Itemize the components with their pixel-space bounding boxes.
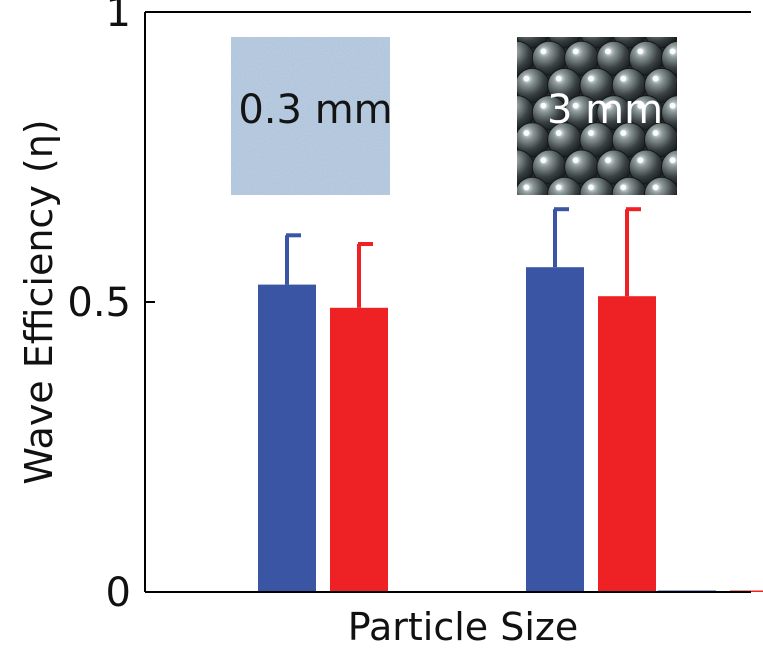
- bead-highlight: [588, 21, 594, 27]
- bead-highlight: [556, 21, 562, 27]
- bar: [598, 296, 656, 592]
- bead: [517, 176, 550, 195]
- bead-highlight: [491, 130, 497, 136]
- bead-highlight: [508, 103, 514, 109]
- bead: [676, 134, 677, 145]
- bead-highlight: [620, 184, 627, 191]
- bead-highlight: [637, 48, 644, 55]
- fine-sand-texture: 0.3 mm: [231, 37, 393, 195]
- bead-highlight: [685, 130, 691, 136]
- bead-highlight: [572, 48, 579, 55]
- bead-highlight: [637, 157, 644, 164]
- bead: [579, 176, 615, 195]
- y-tick-label: 0: [106, 570, 131, 616]
- bead-highlight: [604, 102, 611, 109]
- bead: [644, 67, 677, 103]
- bead-highlight: [685, 21, 691, 27]
- bead-highlight: [587, 184, 594, 191]
- inset-label: 0.3 mm: [238, 87, 392, 133]
- bead-highlight: [491, 76, 497, 82]
- bead-highlight: [523, 184, 530, 191]
- bead: [483, 14, 517, 48]
- bead-highlight: [587, 130, 594, 136]
- bead-highlight: [523, 130, 530, 136]
- bead-highlight: [669, 48, 676, 55]
- bead-highlight: [652, 184, 659, 191]
- glass-beads: [483, 14, 711, 195]
- bead-highlight: [604, 157, 611, 164]
- y-axis-label: Wave Efficiency (η): [17, 119, 61, 484]
- y-tick-label: 0.5: [67, 280, 131, 326]
- bead: [517, 81, 518, 90]
- inset-noise: [231, 37, 390, 195]
- bead-highlight: [540, 157, 547, 164]
- bead-highlight: [523, 75, 530, 82]
- bead-highlight: [652, 130, 659, 136]
- bead: [644, 176, 677, 195]
- x-axis-label: Particle Size: [348, 605, 579, 648]
- bead-highlight: [508, 48, 514, 54]
- bead-highlight: [540, 48, 547, 55]
- bead-highlight: [587, 75, 594, 82]
- glass-beads-texture: 3 mm: [483, 14, 711, 195]
- bead-highlight: [604, 48, 611, 55]
- bead-highlight: [491, 184, 497, 190]
- bead-highlight: [555, 184, 562, 191]
- bead-highlight: [685, 184, 691, 190]
- bead: [517, 190, 518, 195]
- bead: [677, 14, 711, 48]
- bead-highlight: [540, 102, 547, 109]
- bead-highlight: [652, 75, 659, 82]
- bead-highlight: [620, 75, 627, 82]
- y-tick-label: 1: [106, 0, 131, 36]
- bead: [547, 176, 583, 195]
- bead-highlight: [572, 157, 579, 164]
- inset-label: 3 mm: [547, 87, 663, 133]
- bead-highlight: [637, 102, 644, 109]
- bead-highlight: [555, 75, 562, 82]
- bead: [676, 80, 677, 91]
- bar: [526, 267, 584, 592]
- bead-highlight: [620, 130, 627, 136]
- bead-highlight: [572, 102, 579, 109]
- bead-highlight: [653, 21, 659, 27]
- bead-highlight: [620, 21, 626, 27]
- bar: [330, 307, 388, 592]
- bead-highlight: [491, 21, 497, 27]
- bead: [644, 122, 677, 158]
- bead-highlight: [669, 102, 676, 109]
- bead: [676, 189, 677, 195]
- bead-highlight: [508, 157, 514, 163]
- bead-highlight: [685, 76, 691, 82]
- bead-highlight: [669, 157, 676, 164]
- bead-highlight: [555, 130, 562, 136]
- bead: [517, 135, 518, 144]
- bead-highlight: [523, 21, 529, 27]
- bar: [258, 284, 316, 592]
- bead: [611, 176, 647, 195]
